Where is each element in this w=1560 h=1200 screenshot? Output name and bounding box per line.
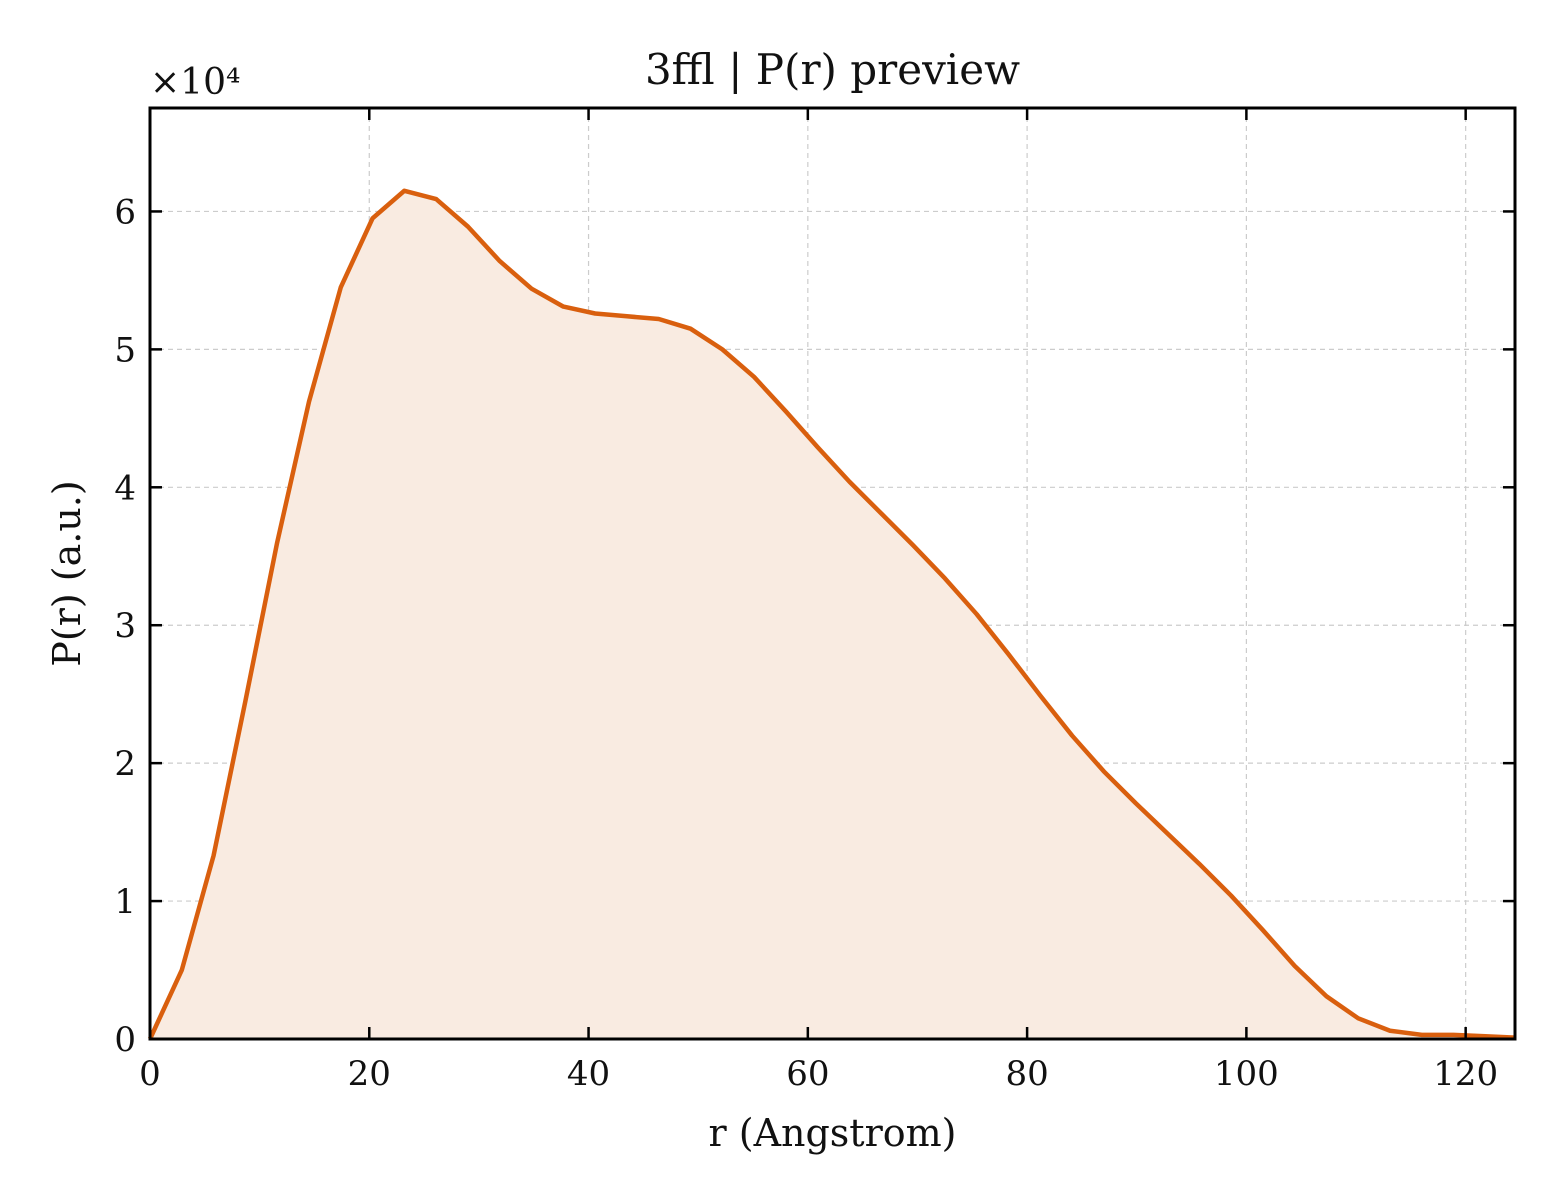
y-tick-label: 3 (114, 606, 136, 646)
pr-area-fill (150, 190, 1515, 1039)
x-tick-label: 120 (1433, 1054, 1498, 1094)
y-tick-label: 5 (114, 330, 136, 370)
y-axis-multiplier: ×10⁴ (150, 62, 240, 103)
x-tick-label: 60 (786, 1054, 829, 1094)
x-tick-label: 80 (1005, 1054, 1048, 1094)
x-tick-label: 40 (567, 1054, 610, 1094)
x-axis-label: r (Angstrom) (709, 1111, 957, 1155)
y-tick-label: 2 (114, 744, 136, 784)
chart-title: 3ffl | P(r) preview (645, 45, 1020, 94)
pr-series-line (147, 188, 1516, 1040)
y-tick-label: 4 (114, 468, 136, 508)
y-tick-label: 0 (114, 1020, 136, 1060)
x-tick-label: 100 (1214, 1054, 1279, 1094)
y-tick-label: 6 (114, 192, 136, 232)
y-tick-label: 1 (114, 882, 136, 922)
plot-frame (148, 106, 1517, 1041)
y-axis-ticks: 0 1 2 3 4 5 6 (114, 192, 1515, 1060)
y-axis-label: P(r) (a.u.) (45, 480, 89, 666)
x-tick-label: 20 (348, 1054, 391, 1094)
x-axis-ticks: 0 20 40 60 80 100 120 (139, 108, 1498, 1094)
x-tick-label: 0 (139, 1054, 161, 1094)
